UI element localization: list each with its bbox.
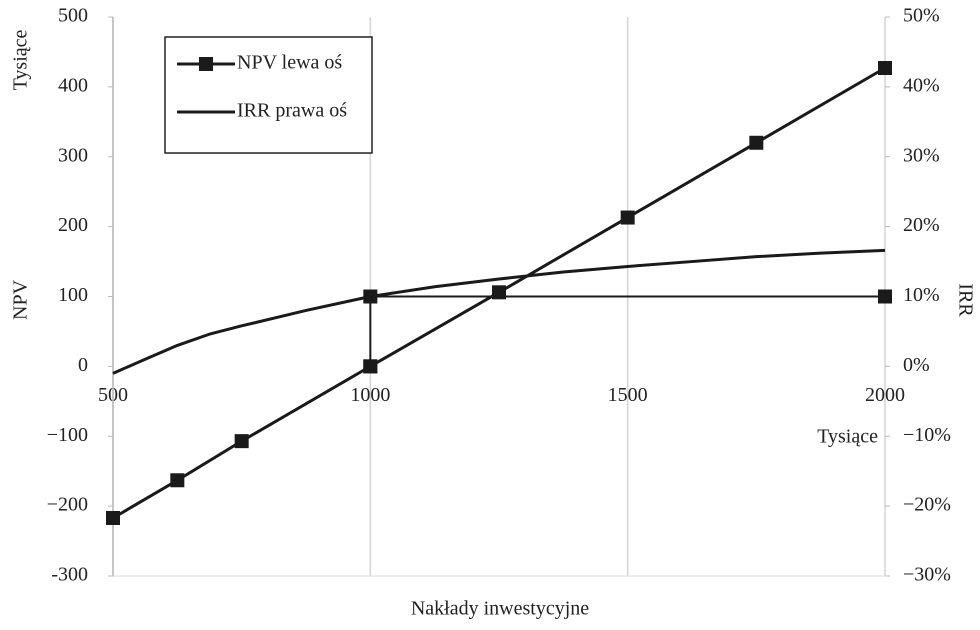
legend: [164, 36, 373, 154]
marker: [106, 511, 120, 526]
x-tick-label: 1500: [608, 384, 648, 406]
x-tick-label: 1000: [350, 384, 390, 406]
marker: [878, 61, 892, 76]
y2-tick-label: −10%: [903, 424, 951, 446]
series-line: [112, 66, 886, 520]
marker: [749, 135, 764, 150]
marker: [620, 210, 635, 225]
y2-tick-label: 50%: [903, 5, 940, 27]
y-tick-label: 400: [58, 74, 88, 96]
y2-tick-label: 0%: [903, 354, 930, 376]
y2-tick-label: 20%: [903, 214, 940, 236]
marker: [363, 289, 378, 304]
x-unit: Tysiące: [817, 426, 878, 448]
legend-label: NPV lewa oś: [237, 52, 342, 74]
y-tick-label: 100: [58, 284, 88, 306]
legend-marker: [199, 57, 213, 71]
y-tick-label: 200: [58, 214, 88, 236]
x-tick-label: 2000: [865, 384, 905, 406]
y-tick-label: −100: [47, 424, 88, 446]
marker: [878, 289, 892, 304]
x-label: Nakłady inwestycyjne: [411, 598, 589, 620]
y-tick-label: 500: [58, 5, 88, 27]
y-tick-label: -300: [51, 564, 88, 586]
y-label: NPV: [10, 279, 32, 320]
y2-tick-label: −30%: [903, 564, 951, 586]
y-tick-label: 0: [78, 354, 88, 376]
y2-tick-label: 40%: [903, 74, 940, 96]
y2-label: IRR: [954, 283, 976, 317]
y-tick-label: −200: [47, 494, 88, 516]
marker: [170, 473, 185, 488]
legend-label: IRR prawa oś: [237, 100, 347, 122]
y-tick-label: 300: [58, 144, 88, 166]
series-line: [112, 248, 886, 375]
y2-tick-label: 10%: [903, 284, 940, 306]
marker: [363, 359, 378, 374]
y2-tick-label: 30%: [903, 144, 940, 166]
y2-tick-label: −20%: [903, 494, 951, 516]
marker: [234, 434, 249, 449]
y-unit: Tysiące: [10, 29, 32, 90]
